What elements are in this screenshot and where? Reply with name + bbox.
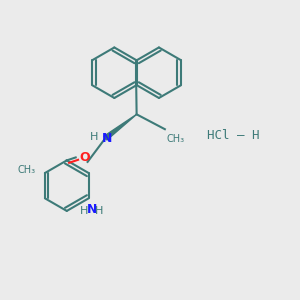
Text: CH₃: CH₃ bbox=[18, 165, 36, 175]
Text: N: N bbox=[86, 203, 97, 216]
Text: O: O bbox=[79, 151, 90, 164]
Text: H: H bbox=[90, 132, 98, 142]
Text: CH₃: CH₃ bbox=[166, 134, 184, 144]
Polygon shape bbox=[104, 114, 136, 140]
Text: H: H bbox=[80, 206, 88, 216]
Text: N: N bbox=[102, 132, 112, 145]
Text: HCl — H: HCl — H bbox=[207, 129, 260, 142]
Text: H: H bbox=[95, 206, 103, 216]
